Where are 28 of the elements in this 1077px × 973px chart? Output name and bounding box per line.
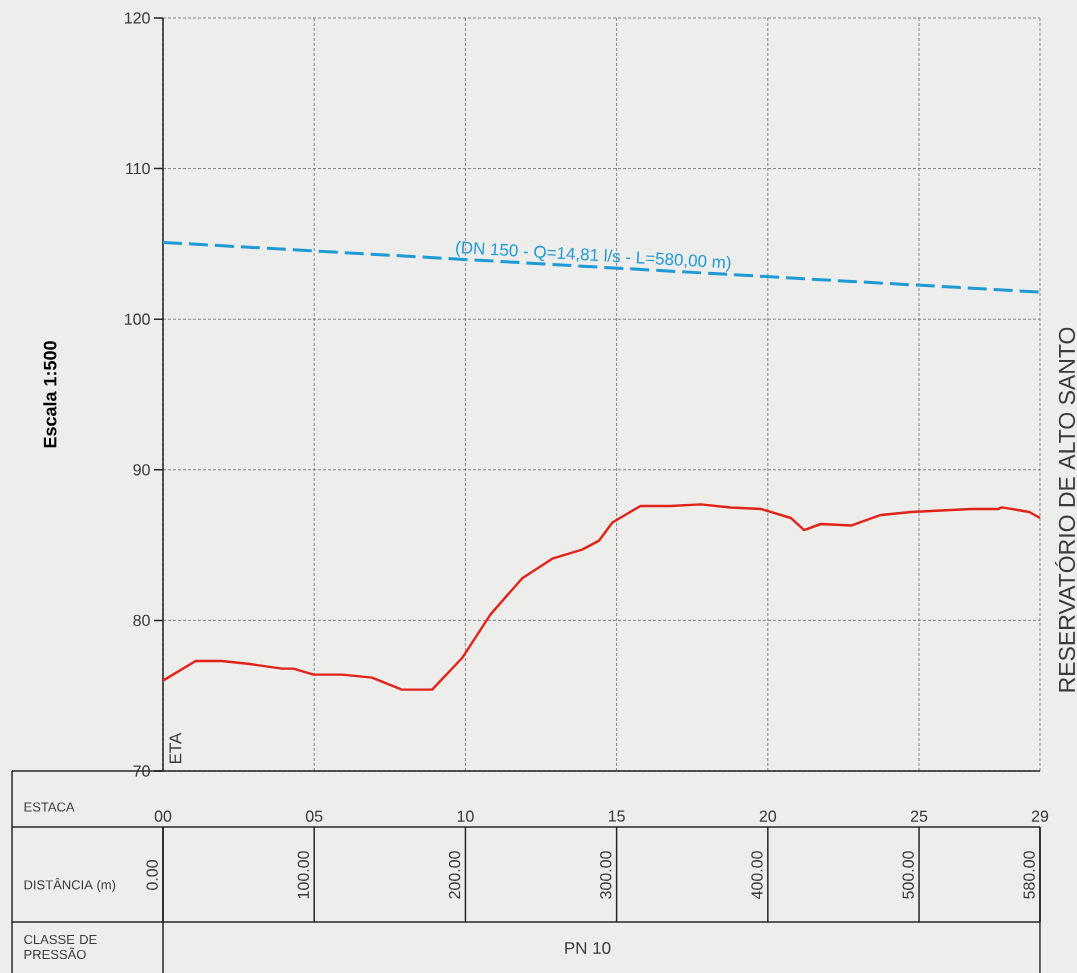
x-tick-label: 20: [759, 810, 777, 822]
text: 100.00: [297, 851, 310, 899]
text: 0.00: [146, 860, 158, 890]
y-tick-label: 80: [133, 614, 150, 627]
x-tick-label: 00: [154, 810, 172, 822]
y-tick-label: 90: [133, 464, 150, 476]
y-tick-label: 120: [125, 12, 150, 24]
text: 300.00: [600, 851, 612, 899]
annotation: ETA: [169, 732, 182, 764]
text: 200.00: [448, 851, 461, 899]
x-tick-label: 15: [608, 810, 625, 822]
x-tick-label: 10: [457, 810, 474, 822]
text: 400.00: [751, 851, 763, 900]
text: DISTÂNCIA (m): [24, 877, 116, 893]
text: CLASSE DE PRESSÃO: [24, 934, 97, 960]
y-tick-label: 100: [125, 313, 150, 325]
x-tick-label: 25: [910, 810, 928, 822]
text: 580.00: [1023, 851, 1035, 899]
text: ESTACA: [24, 802, 75, 812]
text: 500.00: [902, 851, 914, 899]
y-axis-title: Escala 1:500: [43, 341, 57, 448]
x-tick-label: 29: [1031, 810, 1049, 822]
series-label: (DN 150 - Q=14,81 l/s - L=580,00 m): [456, 240, 731, 272]
line-series: [161, 503, 1042, 691]
x-tick-label: 05: [305, 810, 323, 822]
text: RESERVATÓRIO DE ALTO SANTO: [1054, 327, 1076, 692]
y-tick-label: 110: [126, 162, 150, 175]
text: PN 10: [565, 941, 611, 955]
